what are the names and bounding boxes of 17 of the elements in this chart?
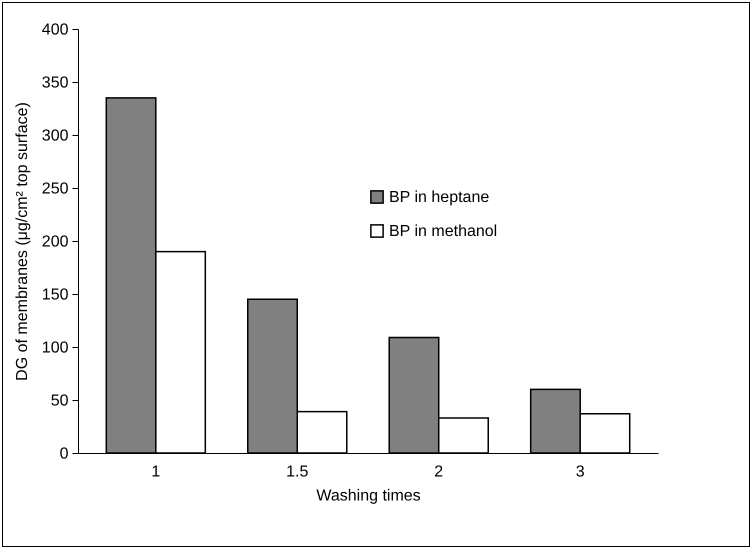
y-tick-label: 250 (42, 180, 69, 198)
y-tick-label: 0 (60, 446, 69, 462)
x-tick-label: 1.5 (286, 464, 308, 480)
legend-label: BP in methanol (389, 223, 498, 240)
y-axis-title: DG of membranes (μg/cm² top surface) (14, 102, 31, 381)
x-tick-label: 1 (151, 464, 160, 480)
x-tick-label: 2 (434, 464, 444, 480)
y-tick-label: 100 (42, 340, 69, 356)
y-tick-label: 350 (42, 74, 69, 92)
legend-label: BP in heptane (389, 189, 490, 206)
y-tick-label: 50 (50, 392, 69, 410)
y-tick-label: 300 (42, 128, 69, 144)
y-tick-label: 150 (42, 286, 69, 304)
x-axis-title: Washing times (316, 488, 421, 504)
y-tick-label: 400 (42, 22, 69, 38)
x-tick-label: 3 (576, 464, 585, 480)
y-tick-label: 200 (42, 234, 69, 250)
